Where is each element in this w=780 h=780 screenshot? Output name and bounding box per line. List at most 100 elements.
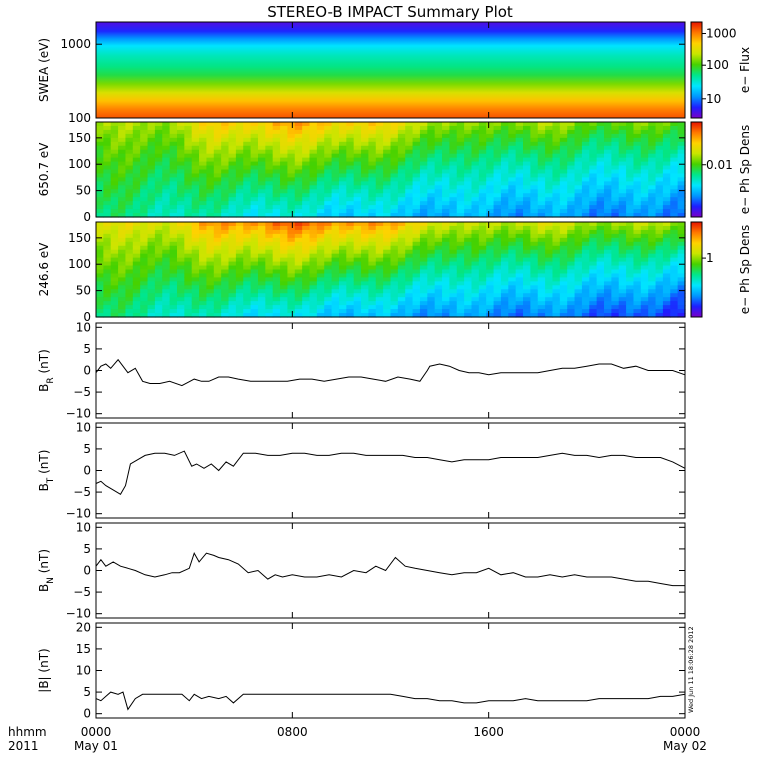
- pitch-angle-cell: [206, 245, 215, 251]
- pitch-angle-cell: [633, 289, 642, 294]
- pitch-angle-cell: [626, 245, 635, 251]
- pitch-angle-cell: [478, 213, 487, 218]
- pitch-angle-cell: [294, 293, 303, 298]
- pitch-angle-cell: [96, 181, 104, 186]
- pitch-angle-cell: [375, 165, 384, 171]
- pitch-angle-cell: [316, 197, 325, 202]
- pitch-angle-cell: [464, 293, 473, 298]
- pitch-angle-cell: [368, 293, 377, 298]
- pitch-angle-cell: [677, 273, 686, 279]
- pitch-angle-cell: [243, 205, 252, 210]
- pitch-angle-cell: [331, 241, 340, 247]
- pitch-angle-cell: [316, 277, 325, 282]
- pitch-angle-cell: [110, 161, 119, 167]
- pitch-angle-cell: [596, 297, 605, 302]
- pitch-angle-cell: [257, 122, 266, 127]
- pitch-angle-cell: [493, 285, 502, 290]
- pitch-angle-cell: [589, 289, 598, 294]
- pitch-angle-cell: [545, 229, 554, 235]
- pitch-angle-cell: [662, 133, 671, 139]
- pitch-angle-cell: [176, 257, 185, 263]
- pitch-angle-cell: [633, 233, 642, 239]
- pitch-angle-cell: [250, 237, 259, 243]
- pitch-angle-cell: [567, 122, 576, 127]
- pitch-angle-cell: [280, 309, 289, 314]
- pitch-angle-cell: [375, 313, 384, 318]
- pitch-angle-cell: [309, 253, 318, 259]
- pitch-angle-cell: [412, 169, 421, 175]
- pitch-angle-cell: [331, 205, 340, 210]
- pitch-angle-cell: [596, 281, 605, 286]
- pitch-angle-cell: [537, 293, 546, 298]
- pitch-angle-cell: [545, 125, 554, 131]
- pitch-angle-cell: [648, 225, 657, 231]
- pitch-angle-cell: [375, 281, 384, 286]
- pitch-angle-cell: [486, 233, 495, 239]
- pitch-angle-cell: [611, 225, 620, 231]
- pitch-angle-cell: [243, 301, 252, 306]
- pitch-angle-cell: [493, 145, 502, 151]
- pitch-angle-cell: [338, 293, 347, 298]
- pitch-angle-cell: [442, 122, 450, 127]
- pitch-angle-cell: [618, 185, 627, 190]
- pitch-angle-cell: [493, 125, 502, 131]
- pitch-angle-cell: [162, 229, 171, 235]
- pitch-angle-cell: [471, 233, 480, 239]
- pitch-angle-cell: [110, 201, 119, 206]
- pitch-angle-cell: [442, 285, 450, 290]
- pitch-angle-cell: [235, 185, 244, 190]
- pitch-angle-cell: [294, 269, 303, 275]
- pitch-angle-cell: [154, 229, 163, 235]
- pitch-angle-cell: [670, 161, 679, 167]
- pitch-angle-cell: [471, 225, 480, 231]
- pitch-angle-cell: [154, 193, 163, 198]
- pitch-angle-cell: [493, 222, 502, 227]
- pitch-angle-cell: [500, 161, 509, 167]
- pitch-angle-cell: [530, 297, 539, 302]
- pitch-angle-cell: [464, 245, 473, 251]
- pitch-angle-cell: [515, 145, 524, 151]
- y-axis-label: |B| (nT): [37, 648, 51, 692]
- y-axis-label-subscript: T: [46, 477, 56, 484]
- pitch-angle-cell: [346, 229, 355, 235]
- pitch-angle-cell: [545, 225, 554, 231]
- pitch-angle-cell: [280, 285, 289, 290]
- pitch-angle-cell: [103, 233, 112, 239]
- pitch-angle-cell: [574, 229, 583, 235]
- pitch-angle-cell: [574, 289, 583, 294]
- pitch-angle-cell: [96, 301, 104, 306]
- pitch-angle-cell: [530, 157, 539, 163]
- pitch-angle-cell: [670, 137, 679, 143]
- pitch-angle-cell: [596, 309, 605, 314]
- pitch-angle-cell: [537, 305, 546, 310]
- pitch-angle-cell: [375, 222, 384, 227]
- pitch-angle-cell: [294, 181, 303, 186]
- pitch-angle-cell: [162, 301, 171, 306]
- pitch-angle-cell: [604, 229, 612, 235]
- pitch-angle-cell: [456, 257, 465, 263]
- pitch-angle-cell: [302, 157, 311, 163]
- pitch-angle-cell: [655, 209, 664, 214]
- pitch-angle-cell: [213, 165, 222, 171]
- pitch-angle-cell: [670, 209, 679, 214]
- pitch-angle-cell: [456, 122, 465, 127]
- pitch-angle-cell: [338, 233, 347, 239]
- pitch-angle-cell: [287, 137, 296, 143]
- pitch-angle-cell: [545, 253, 554, 259]
- pitch-angle-cell: [257, 301, 266, 306]
- pitch-angle-cell: [515, 305, 524, 310]
- pitch-angle-cell: [316, 269, 325, 275]
- pitch-angle-cell: [508, 245, 517, 251]
- pitch-angle-cell: [383, 245, 392, 251]
- date-tick-label: May 01: [74, 739, 118, 753]
- pitch-angle-cell: [169, 237, 178, 243]
- pitch-angle-cell: [184, 153, 193, 159]
- y-tick-label: 5: [83, 342, 91, 356]
- pitch-angle-cell: [596, 305, 605, 310]
- pitch-angle-cell: [257, 241, 266, 247]
- pitch-angle-cell: [331, 265, 340, 271]
- pitch-angle-cell: [361, 181, 370, 186]
- pitch-angle-cell: [545, 205, 554, 210]
- pitch-angle-cell: [169, 261, 178, 267]
- pitch-angle-cell: [132, 222, 141, 227]
